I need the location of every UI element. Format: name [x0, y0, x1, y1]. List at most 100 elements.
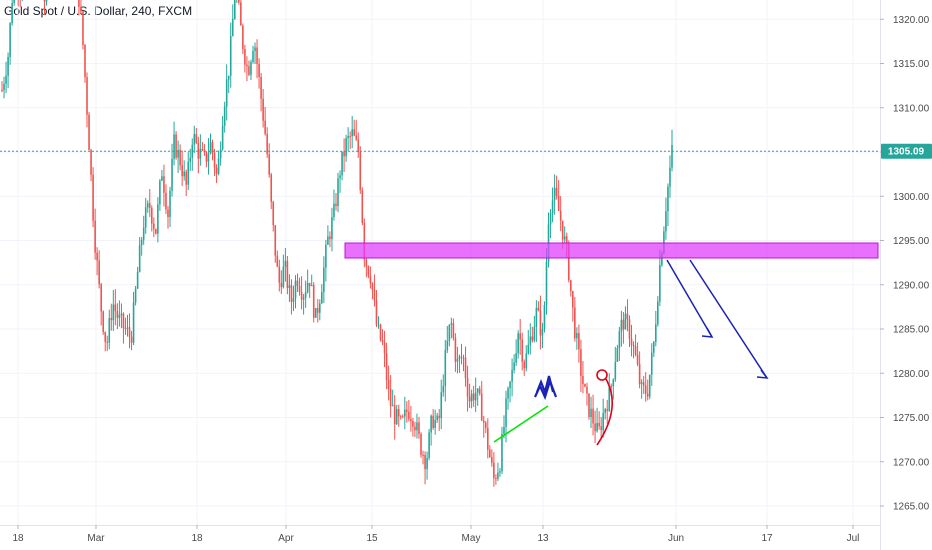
candle-body	[618, 331, 621, 349]
candle-body	[177, 149, 179, 158]
candle-body	[545, 262, 548, 306]
candle-body	[217, 158, 220, 174]
candle-body	[454, 337, 457, 362]
candle-body	[201, 149, 204, 151]
candle-body	[112, 304, 115, 321]
candle-body	[644, 385, 647, 394]
candle-body	[128, 327, 131, 337]
candle-body	[610, 386, 613, 388]
candle-body	[576, 333, 578, 339]
candle-body	[598, 423, 600, 427]
candle-body	[385, 353, 388, 380]
candle-body	[395, 409, 398, 425]
y-tick-label: 1265.00	[893, 502, 930, 513]
candle-body	[153, 223, 155, 229]
candle-body	[185, 171, 187, 185]
candle-body	[602, 412, 604, 431]
candle-body	[347, 136, 349, 139]
candle-body	[84, 44, 86, 78]
candle-body	[349, 136, 351, 138]
candle-body	[298, 285, 301, 292]
candle-body	[209, 142, 212, 154]
candle-body	[122, 313, 125, 329]
curve-drawing[interactable]	[596, 369, 613, 446]
candle-body	[248, 66, 250, 75]
candle-body	[300, 291, 303, 300]
candle-body	[452, 323, 455, 338]
candle-body	[523, 361, 526, 369]
candle-body	[242, 25, 244, 49]
candle-body	[355, 135, 358, 140]
candle-body	[144, 207, 147, 228]
candle-body	[3, 83, 5, 91]
candle-body	[221, 125, 224, 150]
candle-body	[450, 323, 453, 325]
candle-body	[335, 203, 337, 207]
candle-body	[509, 381, 511, 389]
candle-body	[632, 345, 635, 347]
candle-body	[86, 77, 88, 115]
candle-body	[594, 423, 596, 432]
candle-body	[505, 398, 507, 427]
candle-body	[650, 352, 653, 375]
candle-body	[94, 220, 96, 253]
candle-body	[596, 423, 598, 432]
candle-body	[608, 386, 611, 411]
candle-body	[434, 419, 436, 428]
candle-body	[306, 282, 309, 293]
candle-body	[458, 356, 461, 360]
candle-body	[567, 243, 570, 281]
candle-body	[661, 253, 663, 266]
candle-body	[82, 11, 84, 45]
candle-body	[223, 106, 226, 126]
x-tick-label: Jun	[668, 533, 684, 544]
candle-body	[233, 0, 236, 19]
time-axis[interactable]: 18 Mar 18 Apr 15 May 13 Jun 17 Jul	[12, 525, 859, 544]
candle-body	[460, 356, 463, 358]
candle-body	[318, 303, 321, 313]
candle-body	[126, 327, 129, 329]
price-axis[interactable]: 1265.00 1270.00 1275.00 1280.00 1285.00 1290.…	[880, 0, 930, 513]
candle-body	[240, 2, 242, 26]
w-pattern-drawing[interactable]	[533, 375, 558, 401]
candle-body	[634, 345, 637, 355]
y-tick-label: 1295.00	[893, 236, 930, 247]
candle-body	[238, 0, 240, 3]
candle-body	[375, 300, 378, 325]
y-tick-label: 1300.00	[893, 192, 930, 203]
y-tick-label: 1290.00	[893, 280, 930, 291]
candle-body	[588, 393, 590, 418]
projection-arrows[interactable]	[666, 259, 769, 379]
candle-body	[292, 298, 295, 302]
candle-body	[642, 382, 645, 386]
candle-body	[671, 145, 673, 168]
candle-body	[108, 318, 111, 343]
candle-body	[424, 454, 426, 470]
candle-body	[132, 302, 135, 343]
candle-body	[1, 90, 3, 92]
candle-body	[401, 416, 404, 418]
y-tick-label: 1280.00	[893, 369, 930, 380]
candle-body	[7, 56, 9, 76]
candle-body	[624, 313, 627, 330]
candle-body	[448, 324, 451, 341]
candle-body	[199, 149, 202, 159]
candle-body	[323, 267, 325, 293]
candle-body	[333, 203, 335, 218]
resistance-zone[interactable]	[344, 242, 879, 259]
candle-body	[569, 280, 572, 292]
candle-body	[215, 167, 218, 174]
candle-body	[533, 326, 536, 341]
candle-body	[432, 415, 434, 428]
candle-body	[555, 187, 558, 196]
candle-body	[213, 152, 216, 168]
candle-body	[304, 292, 307, 298]
trend-line[interactable]	[493, 405, 549, 443]
candle-body	[286, 260, 289, 289]
candle-body	[140, 239, 143, 246]
candle-body	[280, 282, 283, 288]
candle-body	[296, 280, 299, 286]
candle-body	[501, 434, 503, 472]
candle-body	[169, 190, 171, 218]
